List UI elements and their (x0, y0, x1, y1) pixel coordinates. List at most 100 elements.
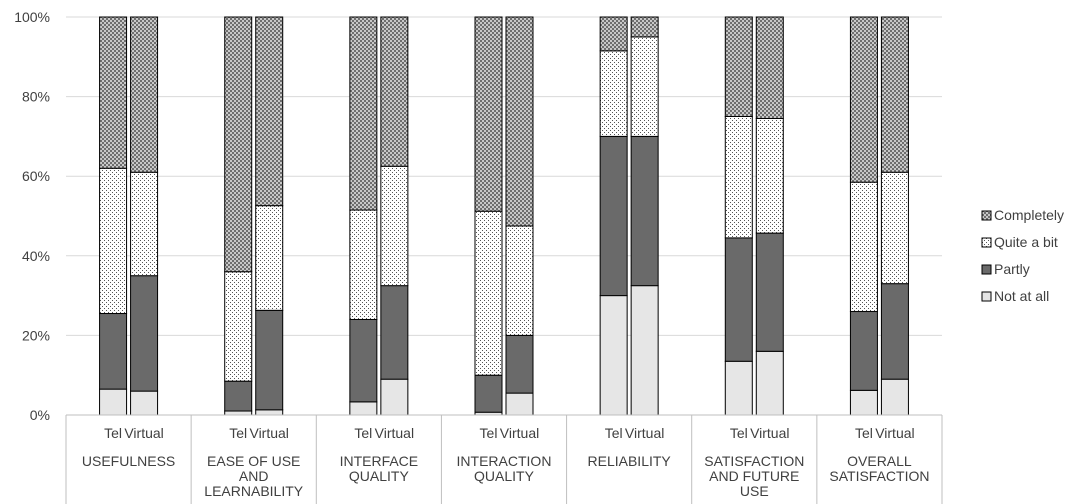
legend-label: Partly (994, 261, 1030, 277)
bar-segment (349, 209, 378, 320)
bar-segment (130, 171, 159, 277)
bar-segment (255, 16, 284, 207)
bar-segment (255, 205, 284, 311)
bar-label: Tel (730, 425, 748, 441)
category-label: EASE OF USE (207, 453, 300, 469)
legend-label: Completely (994, 207, 1064, 223)
bar-segment (849, 16, 878, 183)
bar-segment (849, 311, 878, 391)
category-label: AND FUTURE (709, 468, 799, 484)
bar-segment (599, 295, 628, 416)
bar-label: Virtual (750, 425, 789, 441)
bar-segment (849, 181, 878, 313)
bar-segment (880, 171, 909, 285)
bar-label: Tel (480, 425, 498, 441)
y-tick-label: 100% (14, 9, 50, 25)
y-tick-label: 60% (22, 168, 50, 184)
category-label: QUALITY (349, 468, 410, 484)
category-label: AND (239, 468, 269, 484)
bar-segment (630, 36, 659, 137)
y-tick-label: 20% (22, 327, 50, 343)
bar-label: Tel (855, 425, 873, 441)
bar-segment (224, 410, 253, 416)
bar-label: Virtual (124, 425, 163, 441)
bar-segment (505, 392, 534, 416)
bar-segment (755, 232, 784, 352)
legend-label: Not at all (994, 288, 1049, 304)
bar-segment (630, 16, 659, 38)
bar-segment (130, 275, 159, 392)
bar-segment (505, 225, 534, 336)
bar-segment (99, 313, 128, 390)
bar-segment (880, 378, 909, 416)
legend: Completely Quite a bit Partly Not at all (981, 207, 1064, 304)
category-label: OVERALL (847, 453, 912, 469)
bar-segment (599, 16, 628, 52)
bar-label: Tel (354, 425, 372, 441)
legend-label: Quite a bit (994, 234, 1058, 250)
bar-label: Tel (229, 425, 247, 441)
bar-segment (755, 16, 784, 119)
bar-segment (599, 135, 628, 297)
category-label: LEARNABILITY (204, 483, 303, 499)
bar-segment (349, 318, 378, 403)
bar-label: Tel (605, 425, 623, 441)
bar-label: Virtual (249, 425, 288, 441)
category-label: USE (740, 483, 769, 499)
bar-segment (380, 16, 409, 167)
bar-segment (224, 16, 253, 273)
bars (99, 16, 909, 416)
bar-segment (224, 380, 253, 412)
bar-label: Virtual (875, 425, 914, 441)
category-label: INTERFACE (340, 453, 419, 469)
legend-swatch (981, 237, 992, 248)
bar-segment (380, 285, 409, 380)
bar-label: Virtual (375, 425, 414, 441)
legend-swatch (981, 210, 992, 221)
bar-segment (599, 50, 628, 137)
bar-segment (380, 378, 409, 416)
bar-segment (755, 350, 784, 416)
bar-segment (724, 237, 753, 362)
bar-segment (505, 16, 534, 227)
bar-segment (474, 210, 503, 376)
bar-segment (474, 374, 503, 413)
bar-segment (849, 389, 878, 416)
category-label: QUALITY (474, 468, 535, 484)
bar-segment (630, 135, 659, 287)
y-axis: 0% 20% 40% 60% 80% 100% (14, 9, 50, 423)
category-label: RELIABILITY (588, 453, 672, 469)
bar-segment (255, 309, 284, 411)
bar-segment (349, 401, 378, 416)
gridlines (66, 16, 942, 336)
category-label: SATISFACTION (829, 468, 929, 484)
bar-segment (724, 16, 753, 117)
bar-segment (724, 360, 753, 416)
bar-segment (255, 409, 284, 416)
bar-segment (724, 116, 753, 239)
legend-swatch (981, 264, 992, 275)
bar-segment (630, 285, 659, 416)
bar-segment (224, 271, 253, 382)
category-label: SATISFACTION (704, 453, 804, 469)
bar-label: Virtual (625, 425, 664, 441)
bar-label: Tel (104, 425, 122, 441)
bar-segment (99, 388, 128, 416)
y-tick-label: 80% (22, 89, 50, 105)
bar-segment (880, 16, 909, 173)
bar-segment (130, 390, 159, 416)
legend-swatch (981, 291, 992, 302)
bar-segment (880, 283, 909, 380)
y-tick-label: 0% (30, 407, 50, 423)
bar-segment (505, 334, 534, 394)
bar-segment (99, 167, 128, 315)
y-tick-label: 40% (22, 248, 50, 264)
category-label: USEFULNESS (82, 453, 175, 469)
bar-segment (380, 165, 409, 287)
bar-segment (755, 117, 784, 234)
bar-segment (349, 16, 378, 211)
category-label: INTERACTION (457, 453, 552, 469)
bar-segment (474, 16, 503, 212)
